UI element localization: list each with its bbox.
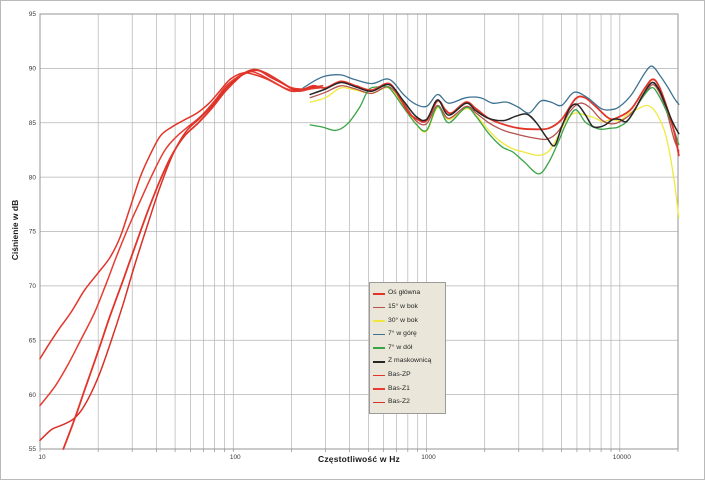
legend-item: Bas-Z1 — [373, 382, 445, 396]
y-tick-label: 55 — [29, 446, 37, 453]
legend-swatch — [373, 347, 385, 349]
y-tick-label: 90 — [29, 66, 37, 73]
legend-label: Bas-Z2 — [388, 398, 410, 406]
legend-label: 7° w górę — [388, 330, 417, 338]
curve-7-w-d- — [309, 85, 680, 175]
legend-item: Bas-Z2 — [373, 396, 445, 410]
x-tick-label: 10 — [38, 454, 46, 461]
y-tick-label: 80 — [29, 174, 37, 181]
legend-label: Oś główna — [388, 289, 421, 297]
legend-swatch — [373, 293, 385, 295]
y-tick-label: 65 — [29, 337, 37, 344]
y-tick-label: 60 — [29, 392, 37, 399]
y-tick-label: 70 — [29, 283, 37, 290]
x-tick-label: 1000 — [421, 454, 436, 461]
legend-item: 15° w bok — [373, 301, 445, 315]
legend-item: Bas-ZP — [373, 369, 445, 383]
legend-swatch — [373, 388, 385, 390]
legend-label: 7° w dół — [388, 343, 413, 351]
plot-border — [39, 13, 679, 450]
legend-item: 30° w bok — [373, 314, 445, 328]
legend-swatch — [373, 360, 385, 363]
y-axis-title: Ciśnienie w dB — [10, 199, 20, 261]
x-tick-label: 10000 — [613, 454, 631, 461]
legend-item: Z maskownicą — [373, 355, 445, 369]
curve-bas-zp — [39, 71, 315, 360]
legend-item: 7° w dół — [373, 341, 445, 355]
legend-label: 30° w bok — [388, 316, 418, 324]
x-tick-label: 100 — [230, 454, 241, 461]
legend-swatch — [373, 374, 385, 377]
curve-30-w-bok — [309, 86, 680, 219]
legend-swatch — [373, 401, 385, 404]
legend-item: Oś główna — [373, 287, 445, 301]
y-tick-label: 75 — [29, 229, 37, 236]
legend-label: 15° w bok — [388, 302, 418, 310]
y-tick-label: 95 — [29, 11, 37, 18]
legend-label: Bas-Z1 — [388, 384, 410, 392]
legend-swatch — [373, 320, 385, 322]
curve-bas-z1 — [39, 70, 321, 407]
legend-swatch — [373, 333, 385, 336]
legend-label: Z maskownicą — [388, 357, 432, 365]
x-axis-title: Częstotliwość w Hz — [317, 454, 400, 464]
legend-item: 7° w górę — [373, 328, 445, 342]
curve-7-w-g-r- — [302, 65, 680, 114]
curve-bas-z2 — [39, 69, 324, 442]
curve-z-maskownic- — [309, 81, 680, 147]
chart-legend: Oś główna 15° w bok 30° w bok 7° w górę 7° w… — [369, 282, 446, 415]
legend-swatch — [373, 306, 385, 309]
legend-label: Bas-ZP — [388, 370, 411, 378]
y-tick-label: 85 — [29, 120, 37, 127]
